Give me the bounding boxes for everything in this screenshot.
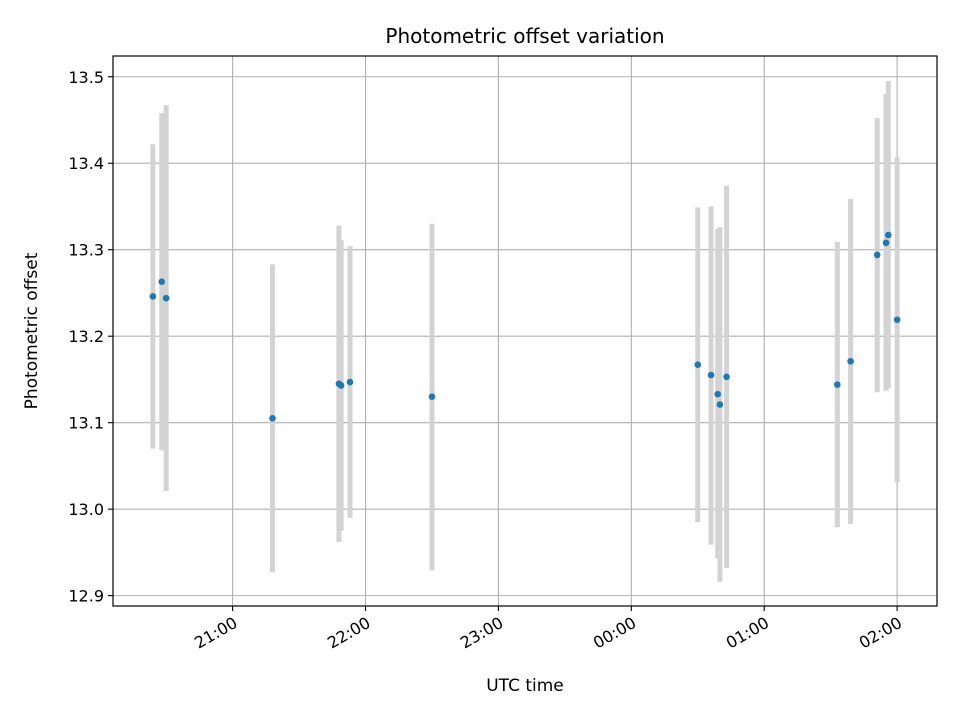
y-axis: 12.9 13.0 13.1 13.2 13.3 13.4 13.5 [68,68,113,606]
data-point [716,401,724,408]
data-point [158,278,166,286]
x-axis: 21:00 22:00 23:00 00:00 01:00 02:00 [191,606,905,653]
data-point [873,251,881,259]
y-tick-label: 13.3 [68,241,104,260]
data-point [149,293,157,300]
plot-frame [112,55,938,607]
x-tick-label: 02:00 [856,613,905,653]
x-tick-label: 23:00 [457,613,506,653]
y-tick-label: 13.1 [68,414,104,433]
chart-title: Photometric offset variation [385,24,664,48]
data-point [893,316,901,324]
data-point [694,361,702,369]
data-points [149,231,901,422]
data-point [884,231,892,239]
x-tick-label: 21:00 [191,613,240,653]
x-tick-label: 01:00 [723,613,772,653]
data-point [707,371,715,379]
data-point [337,382,345,389]
data-point [162,294,170,302]
x-tick-label: 00:00 [590,613,639,653]
data-point [428,393,436,401]
error-bars [150,81,900,582]
data-point [847,357,854,365]
y-tick-label: 13.0 [68,500,104,519]
y-tick-label: 13.2 [68,327,104,346]
x-axis-label: UTC time [486,676,564,696]
data-point [834,381,841,388]
x-tick-label: 22:00 [324,613,373,653]
data-point [346,378,354,386]
data-point [723,373,730,381]
data-point [714,390,722,398]
grid [113,56,937,606]
y-tick-label: 13.4 [68,154,104,173]
data-point [269,415,276,422]
y-tick-label: 12.9 [68,587,104,606]
data-point [882,239,890,247]
y-tick-label: 13.5 [68,68,104,87]
y-axis-label: Photometric offset [22,252,42,409]
